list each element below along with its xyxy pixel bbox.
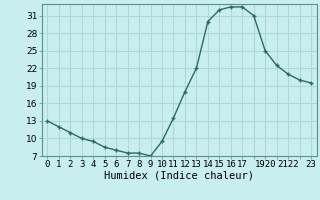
X-axis label: Humidex (Indice chaleur): Humidex (Indice chaleur) — [104, 171, 254, 181]
